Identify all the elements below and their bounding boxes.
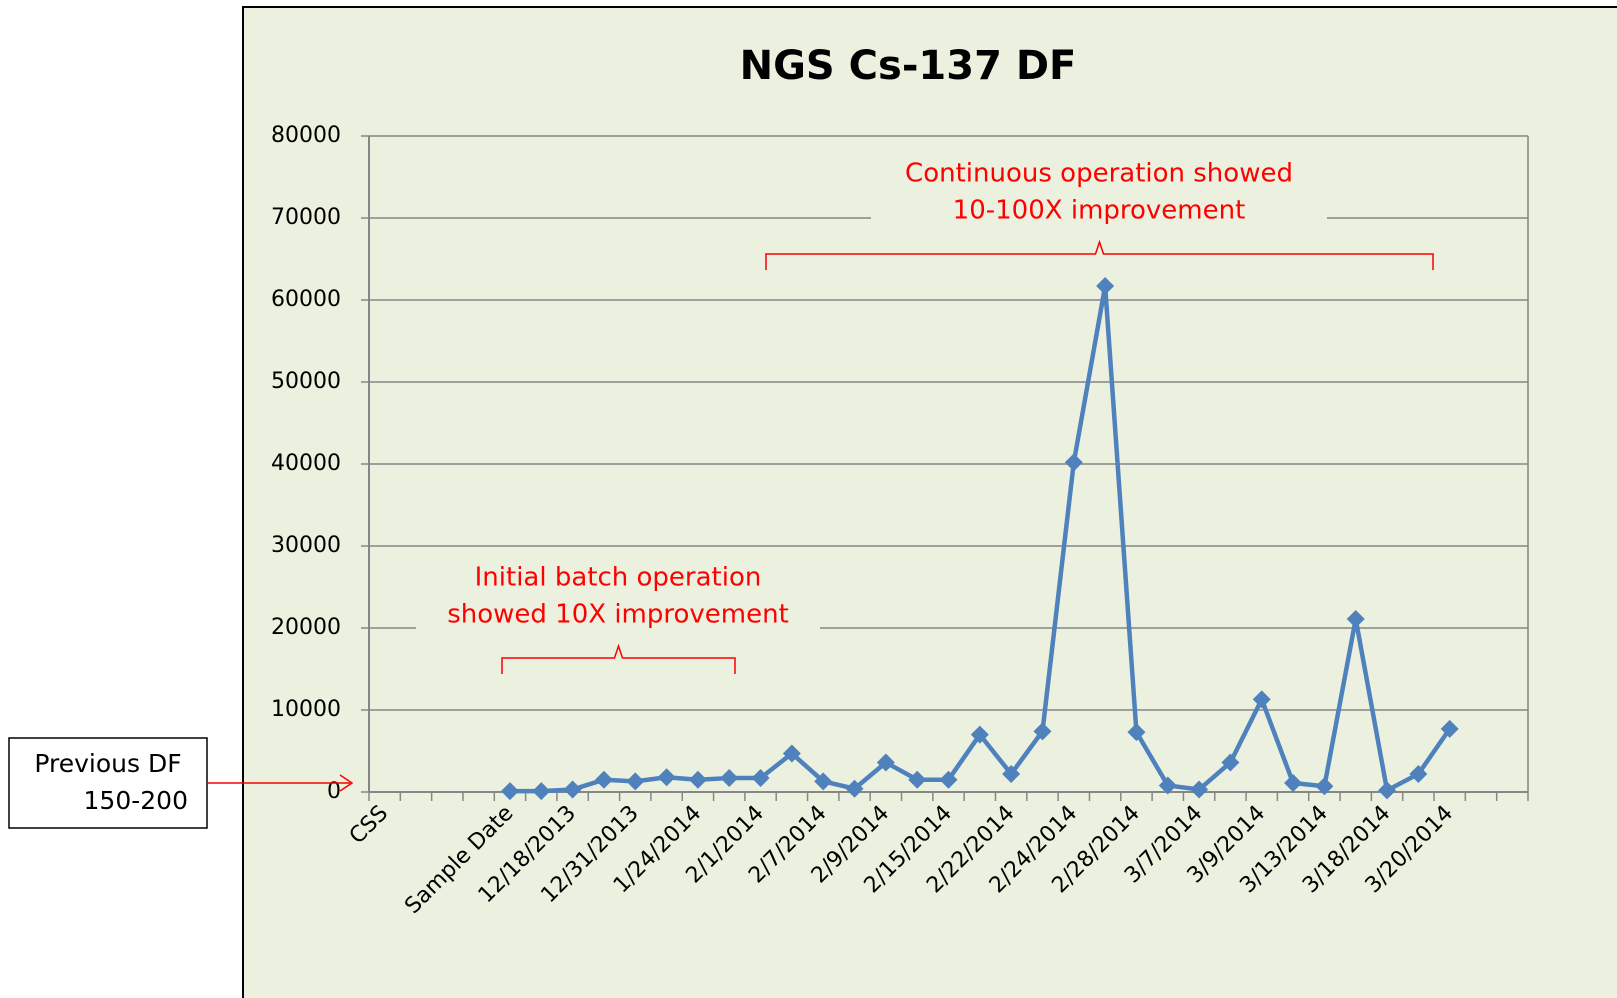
side-note: 150-200 — [84, 786, 188, 815]
marker — [1409, 764, 1428, 783]
marker — [1221, 753, 1240, 772]
y-tick-label: 40000 — [271, 451, 341, 476]
annotation: Continuous operation showed — [905, 159, 1293, 189]
y-tick-label: 0 — [327, 779, 341, 804]
y-tick-label: 60000 — [271, 287, 341, 312]
marker — [1158, 776, 1177, 795]
marker — [908, 770, 927, 789]
y-tick-label: 80000 — [271, 123, 341, 148]
annotation: Initial batch operation — [475, 563, 762, 593]
marker — [1002, 764, 1021, 783]
annotation-bg — [416, 556, 820, 638]
marker — [1127, 723, 1146, 742]
marker — [532, 782, 551, 801]
marker — [594, 770, 613, 789]
annotation: 10-100X improvement — [953, 196, 1246, 226]
marker — [1378, 781, 1397, 800]
marker — [751, 769, 770, 788]
side-note-arrowhead — [339, 774, 354, 792]
annotation-bracket — [501, 643, 736, 674]
marker — [657, 768, 676, 787]
marker — [688, 770, 707, 789]
marker — [1315, 777, 1334, 796]
marker — [563, 780, 582, 799]
y-tick-label: 30000 — [271, 533, 341, 558]
marker — [720, 769, 739, 788]
y-tick-label: 70000 — [271, 205, 341, 230]
marker — [970, 725, 989, 744]
marker — [500, 782, 519, 801]
marker — [1252, 690, 1271, 709]
marker — [845, 779, 864, 798]
y-tick-label: 10000 — [271, 697, 341, 722]
marker — [1440, 719, 1459, 738]
marker — [1096, 277, 1115, 296]
marker — [1190, 780, 1209, 799]
side-note: Previous DF — [34, 749, 181, 778]
annotation-bg — [871, 152, 1327, 234]
marker — [814, 772, 833, 791]
marker — [782, 744, 801, 763]
annotation-bracket — [765, 239, 1434, 270]
side-note-box — [8, 737, 208, 829]
marker — [1033, 722, 1052, 741]
annotation: showed 10X improvement — [447, 600, 789, 630]
y-tick-label: 20000 — [271, 615, 341, 640]
chart-title: NGS Cs-137 DF — [740, 43, 1077, 89]
marker — [626, 772, 645, 791]
marker — [939, 770, 958, 789]
y-tick-label: 50000 — [271, 369, 341, 394]
marker — [1346, 609, 1365, 628]
marker — [1284, 773, 1303, 792]
marker — [1064, 453, 1083, 472]
marker — [876, 753, 895, 772]
